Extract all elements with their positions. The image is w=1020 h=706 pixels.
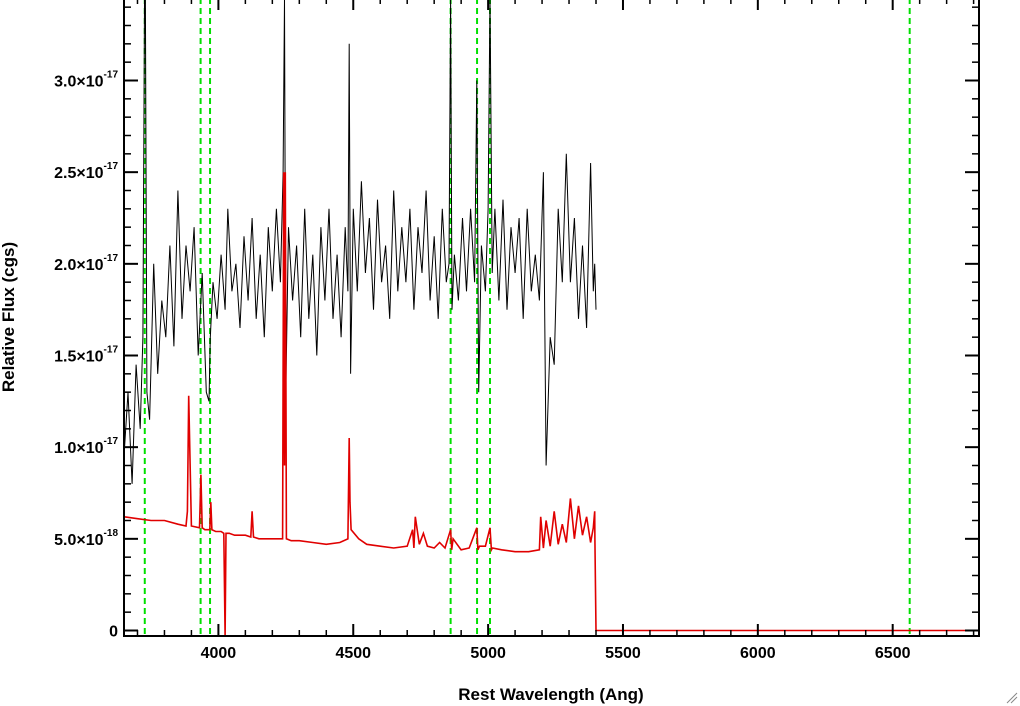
tick-group: 4000 4500 5000 5500 6000 6500 0 5.0×10-18 1.0×10… [54, 0, 979, 662]
x-tick-label-2: 5000 [470, 645, 506, 662]
y-tick-label-3: 1.5×10-17 [54, 345, 118, 366]
series-line-0 [123, 0, 597, 484]
plot-frame [123, 0, 980, 637]
vline-group [143, 0, 911, 636]
x-tick-label-3: 5500 [605, 645, 641, 662]
series-group [123, 0, 979, 637]
resize-grip-icon[interactable] [1006, 692, 1018, 704]
series-line-1 [123, 172, 979, 637]
y-tick-label-6: 3.0×10-17 [54, 70, 118, 91]
y-tick-label-0: 0 [109, 624, 118, 641]
x-tick-label-0: 4000 [201, 645, 237, 662]
y-tick-label-1: 5.0×10-18 [54, 528, 118, 549]
x-tick-label-1: 4500 [335, 645, 371, 662]
y-axis-title: Relative Flux (cgs) [0, 242, 18, 392]
x-tick-label-5: 6500 [875, 645, 911, 662]
y-tick-label-5: 2.5×10-17 [54, 161, 118, 182]
y-tick-label-2: 1.0×10-17 [54, 436, 118, 457]
x-axis-title: Rest Wavelength (Ang) [458, 685, 643, 704]
y-tick-label-4: 2.0×10-17 [54, 253, 118, 274]
x-tick-label-4: 6000 [740, 645, 776, 662]
